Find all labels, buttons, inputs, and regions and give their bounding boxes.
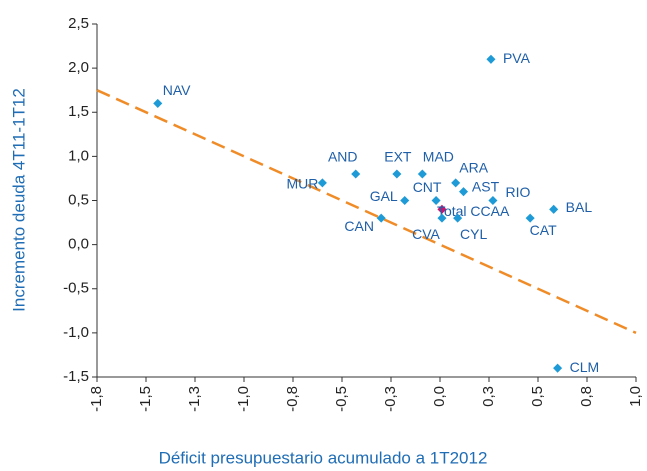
point-label: CYL — [460, 226, 487, 242]
point — [458, 187, 469, 197]
trend-line — [96, 89, 637, 335]
y-tick-label: 1,5 — [68, 103, 89, 120]
point — [451, 178, 461, 188]
point — [351, 169, 361, 179]
point-label: GAL — [370, 188, 398, 204]
point — [525, 213, 535, 223]
point — [437, 204, 447, 214]
x-tick-label: -1,3 — [186, 386, 203, 412]
point — [317, 178, 327, 188]
point-label: PVA — [503, 50, 531, 66]
x-tick-label: -0,8 — [284, 386, 301, 412]
point — [400, 195, 410, 206]
x-tick-label: -1,5 — [137, 386, 154, 412]
y-axis-label: Incremento deuda 4T11-1T12 — [9, 88, 28, 312]
x-tick-label: -1,0 — [235, 386, 252, 412]
point-label: CVA — [412, 226, 440, 242]
point — [549, 204, 559, 214]
point-label: CNT — [413, 179, 442, 195]
point — [417, 169, 427, 179]
point-label: AST — [472, 178, 500, 194]
x-tick-label: 0,5 — [529, 386, 546, 407]
x-tick-label: -0,5 — [333, 386, 350, 412]
point — [392, 169, 402, 179]
x-tick-label: -1,8 — [88, 386, 105, 412]
point-label: CAT — [530, 222, 557, 238]
x-tick-label: 0,0 — [431, 386, 448, 407]
point — [376, 213, 386, 223]
y-tick-label: -1,0 — [63, 324, 89, 341]
y-tick-label: 0,0 — [68, 236, 89, 253]
point-label: CAN — [344, 218, 374, 234]
point-label: NAV — [163, 82, 191, 98]
point-label: ARA — [459, 160, 488, 176]
point — [486, 54, 496, 64]
x-tick-label: 0,8 — [578, 386, 595, 407]
y-tick-label: 2,0 — [68, 59, 89, 76]
point-label: MUR — [287, 176, 319, 192]
point-label: Total CCAA — [437, 203, 510, 219]
y-tick-label: 0,5 — [68, 191, 89, 208]
y-tick-label: -1,5 — [63, 368, 89, 385]
y-tick-label: -0,5 — [63, 280, 89, 297]
y-tick-label: 2,5 — [68, 15, 89, 32]
x-axis-label: Déficit presupuestario acumulado a 1T201… — [159, 448, 488, 467]
x-tick-label: -0,3 — [382, 386, 399, 412]
point-label: CLM — [570, 359, 600, 375]
point-label: RIO — [505, 184, 530, 200]
y-tick-label: 1,0 — [68, 147, 89, 164]
point — [153, 98, 163, 108]
point-label: MAD — [423, 149, 454, 165]
point — [437, 213, 447, 223]
x-tick-label: 1,0 — [627, 386, 644, 407]
point-label: EXT — [384, 149, 412, 165]
point-label: BAL — [566, 199, 593, 215]
point — [553, 363, 563, 373]
x-tick-label: 0,3 — [480, 386, 497, 407]
point — [431, 195, 441, 206]
point-label: AND — [328, 149, 358, 165]
